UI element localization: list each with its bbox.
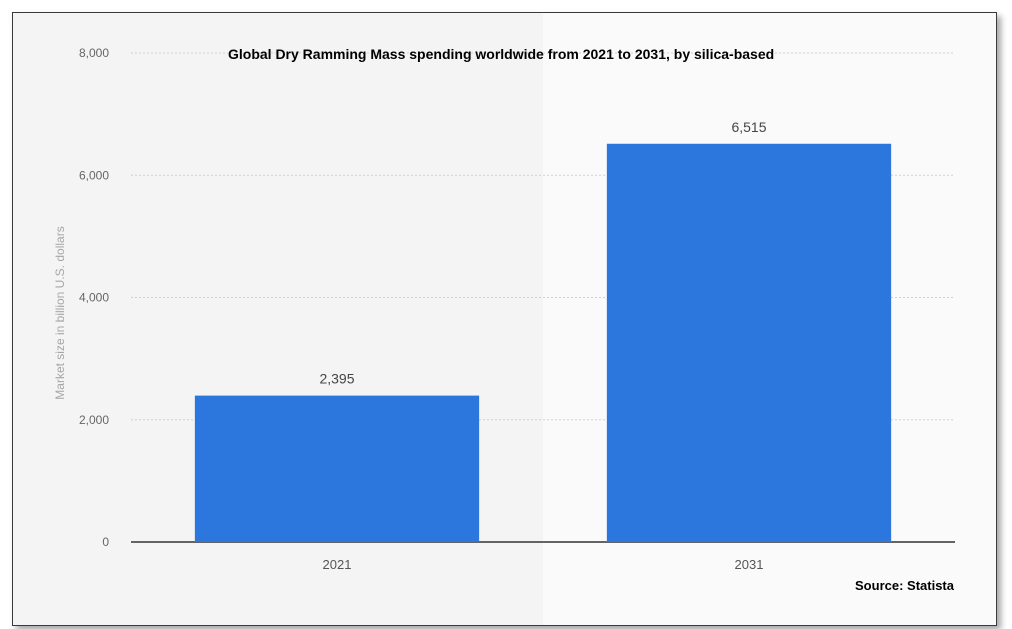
bar-2031: [606, 143, 892, 542]
y-tick-label: 8,000: [79, 46, 109, 60]
data-label: 6,515: [731, 119, 766, 135]
y-tick-label: 2,000: [79, 413, 109, 427]
bar-2021: [194, 395, 480, 542]
bars: [194, 143, 892, 542]
y-tick-label: 6,000: [79, 168, 109, 182]
chart-frame: 0 2,000 4,000 6,000 8,000 2,395 2021 6,515 2031 …: [12, 12, 997, 626]
labels: 0 2,000 4,000 6,000 8,000 2,395 2021 6,515 2031: [79, 46, 767, 572]
data-label: 2,395: [319, 371, 354, 387]
y-axis-label: Market size in billion U.S. dollars: [53, 226, 67, 399]
x-tick-label: 2021: [323, 557, 352, 572]
y-tick-label: 0: [102, 535, 109, 549]
bar-chart: 02,0004,0006,0008,0002,39520216,5152031 …: [13, 13, 996, 625]
chart-title: Global Dry Ramming Mass spending worldwi…: [228, 46, 775, 62]
source-label: Source: Statista: [855, 578, 954, 593]
x-tick-label: 2031: [735, 557, 764, 572]
y-tick-label: 4,000: [79, 291, 109, 305]
